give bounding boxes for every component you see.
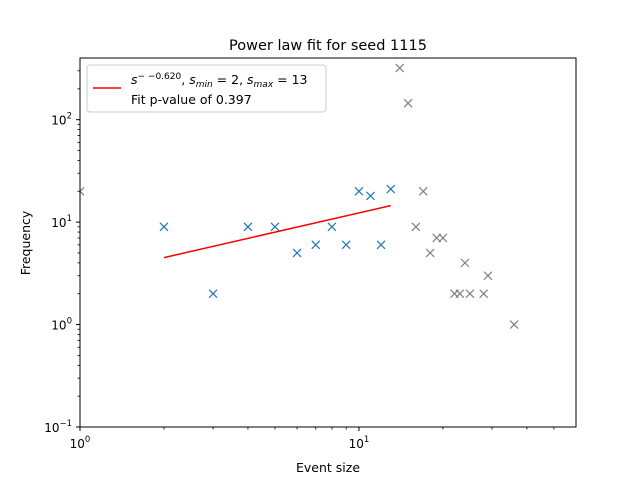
data-point-excluded — [479, 289, 489, 299]
data-point-fitted — [159, 222, 169, 232]
data-point-excluded — [425, 248, 435, 258]
legend-exponent: − −0.620 — [138, 72, 182, 82]
data-point-excluded — [411, 222, 421, 232]
data-point-excluded — [460, 258, 470, 268]
data-point-excluded — [465, 289, 475, 299]
data-point-fitted — [341, 240, 351, 250]
data-point-fitted — [376, 240, 386, 250]
x-tick-label: 100 — [70, 435, 91, 451]
legend-smax-value: 13 — [292, 72, 308, 87]
data-point-excluded — [438, 233, 448, 243]
data-point-fitted — [327, 222, 337, 232]
data-point-excluded — [403, 98, 413, 108]
data-point-fitted — [292, 248, 302, 258]
data-point-fitted — [386, 184, 396, 194]
chart-title: Power law fit for seed 1115 — [229, 38, 427, 54]
legend: s− −0.620, smin = 2, smax = 13 Fit p-val… — [86, 64, 327, 113]
data-point-fitted — [311, 240, 321, 250]
data-point-excluded — [395, 63, 405, 73]
fit-line — [163, 204, 391, 259]
plot-area — [80, 63, 519, 329]
data-point-excluded — [483, 271, 493, 281]
data-point-fitted — [208, 289, 218, 299]
data-point-fitted — [270, 222, 280, 232]
data-point-fitted — [243, 222, 253, 232]
y-tick-label: 102 — [51, 112, 72, 128]
legend-box — [86, 64, 327, 113]
x-axis-label: Event size — [296, 460, 360, 475]
y-tick-label: 10−1 — [44, 419, 72, 435]
legend-entry-label: s− −0.620, smin = 2, smax = 13 — [131, 72, 307, 90]
data-point-excluded — [432, 233, 442, 243]
data-point-excluded — [418, 186, 428, 196]
data-point-excluded — [455, 289, 465, 299]
data-point-fitted — [366, 191, 375, 201]
y-tick-label: 100 — [51, 317, 72, 333]
data-point-fitted — [354, 186, 364, 196]
x-tick-label: 101 — [349, 435, 370, 451]
y-axis-label: Frequency — [18, 210, 33, 275]
legend-smin-value: 2 — [231, 72, 239, 87]
axes-frame — [79, 57, 577, 428]
legend-pvalue-label: Fit p-value of 0.397 — [131, 92, 252, 107]
y-tick-label: 101 — [51, 214, 72, 230]
data-point-excluded — [509, 320, 519, 329]
data-point-excluded — [80, 186, 85, 196]
